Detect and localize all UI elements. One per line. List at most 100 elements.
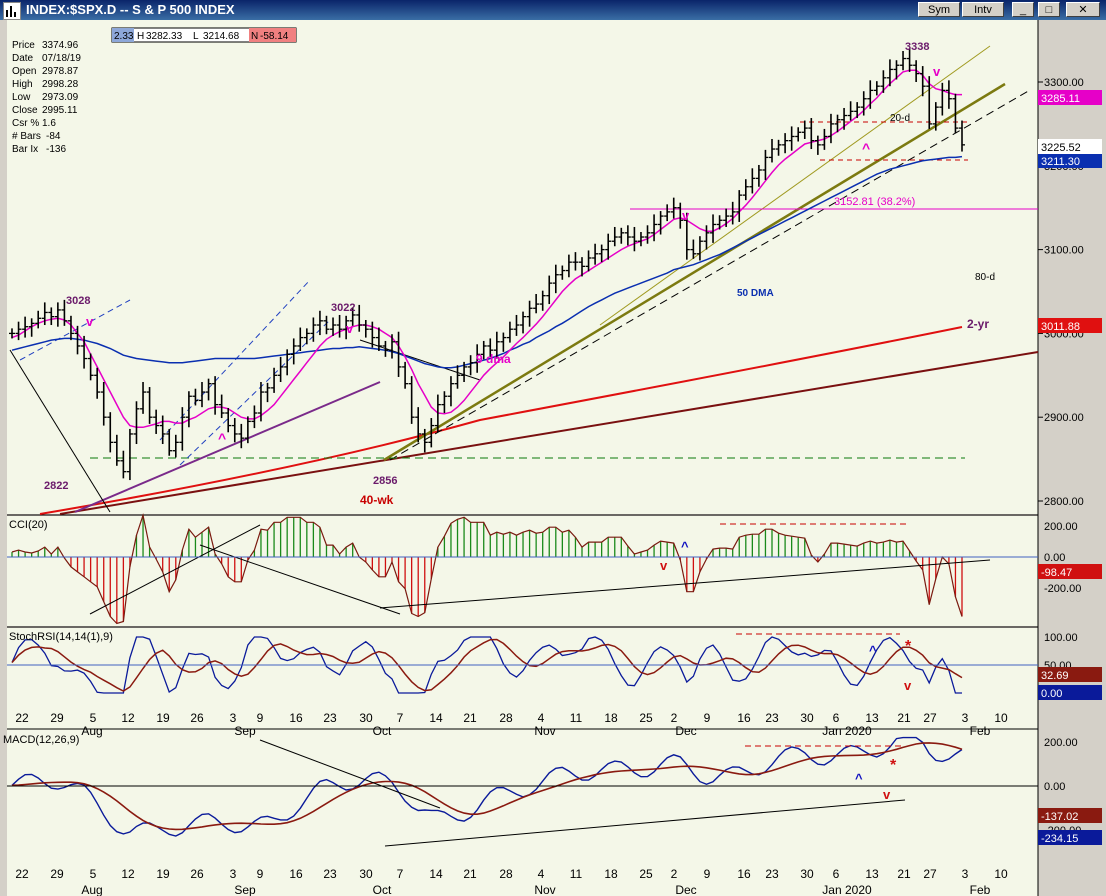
x-tick-label: 14 xyxy=(429,867,443,881)
ohlc-bar xyxy=(821,128,828,150)
y-tick-label: 2800.00 xyxy=(1044,496,1084,508)
x-tick-label: 23 xyxy=(765,711,779,725)
price-panel-bg xyxy=(7,20,1038,514)
x-tick-label: 14 xyxy=(429,711,443,725)
cci-trendline xyxy=(89,524,261,615)
x-tick-label: 21 xyxy=(463,711,477,725)
maximize-button[interactable]: □ xyxy=(1038,2,1060,17)
ohlc-bar xyxy=(434,394,441,433)
stoch-panel-bg xyxy=(7,628,1038,708)
ohlc-bar xyxy=(212,376,219,415)
annotation-9dma: 9 dma xyxy=(476,352,511,366)
ohlc-bar xyxy=(664,204,671,222)
ohlc-bar xyxy=(225,407,232,433)
ohlc-low: 3214.68 xyxy=(203,31,240,42)
x-tick-label: 28 xyxy=(499,867,513,881)
ohlc-bar xyxy=(316,310,323,336)
month-label: Feb xyxy=(970,724,991,738)
ohlc-bar xyxy=(22,316,29,338)
stoch-marker-star: * xyxy=(905,638,912,655)
x-tick-label: 10 xyxy=(994,711,1008,725)
x-tick-label: 4 xyxy=(538,711,545,725)
ohlc-bar xyxy=(94,367,101,399)
month-label: Dec xyxy=(675,724,696,738)
ohlc-bar xyxy=(140,382,147,414)
ohlc-bar xyxy=(343,315,350,340)
ohlc-bar xyxy=(873,81,880,96)
ohlc-change: -58.14 xyxy=(260,31,289,42)
minimize-button[interactable]: _ xyxy=(1012,2,1034,17)
annotation-fib: 3152.81 (38.2%) xyxy=(834,196,915,208)
ma-2yr xyxy=(39,326,963,515)
symbol-button-label: Sym xyxy=(928,4,950,16)
x-tick-label: 16 xyxy=(737,711,751,725)
info-label: Date xyxy=(12,53,34,64)
info-label: Low xyxy=(12,92,31,103)
macd-marker-v: v xyxy=(883,787,891,802)
ohlc-bar xyxy=(762,149,769,181)
ohlc-bar xyxy=(107,412,114,453)
ohlc-bar xyxy=(644,225,651,244)
axes: 3300.003200.003100.003000.002900.002800.… xyxy=(7,77,1084,896)
ohlc-high-label: H xyxy=(137,31,144,42)
ohlc-bar xyxy=(28,318,35,337)
ohlc-bar xyxy=(61,299,68,326)
channel-line xyxy=(179,319,331,466)
macd-marker-caret: ^ xyxy=(855,771,863,786)
ohlc-bar xyxy=(565,254,572,278)
ohlc-bar xyxy=(382,340,389,357)
ohlc-bar xyxy=(487,338,494,357)
ohlc-bar xyxy=(146,387,153,424)
ohlc-bar xyxy=(244,416,251,444)
chart-canvas[interactable]: 3300.003200.003100.003000.002900.002800.… xyxy=(0,20,1106,896)
ohlc-bar xyxy=(474,344,481,373)
ohlc-bar xyxy=(710,214,717,243)
x-tick-label: 3 xyxy=(230,867,237,881)
ohlc-bar xyxy=(808,118,815,150)
ohlc-bar xyxy=(356,304,363,332)
info-label: Open xyxy=(12,66,36,77)
month-label: Sep xyxy=(234,724,256,738)
x-tick-label: 16 xyxy=(289,711,303,725)
ohlc-bar xyxy=(74,325,81,355)
ohlc-change-label: N xyxy=(251,31,258,42)
ohlc-bar xyxy=(932,102,939,131)
ohlc-bar xyxy=(199,382,205,408)
ohlc-bar xyxy=(100,382,107,426)
x-tick-label: 30 xyxy=(800,711,814,725)
x-tick-label: 12 xyxy=(121,867,135,881)
interval-button[interactable]: Intv xyxy=(962,2,1004,17)
ohlc-low-label: L xyxy=(193,31,199,42)
cci-marker-caret: ^ xyxy=(681,539,689,554)
symbol-button[interactable]: Sym xyxy=(918,2,960,17)
ohlc-bar xyxy=(520,311,527,334)
x-tick-label: 6 xyxy=(833,711,840,725)
maximize-icon: □ xyxy=(1045,4,1053,16)
close-button[interactable]: ✕ xyxy=(1066,2,1100,17)
channel-line xyxy=(159,279,311,441)
ohlc-bar xyxy=(631,226,638,252)
ohlc-open: 2.33 xyxy=(114,31,134,42)
ohlc-bar xyxy=(493,331,500,359)
x-tick-label: 3 xyxy=(962,711,969,725)
x-tick-label: 5 xyxy=(90,867,97,881)
x-tick-label: 9 xyxy=(704,711,711,725)
ohlc-bar xyxy=(690,239,697,259)
macd-trendline xyxy=(259,739,441,809)
x-tick-label: 28 xyxy=(499,711,513,725)
x-tick-label: 10 xyxy=(994,867,1008,881)
x-tick-label: 25 xyxy=(639,711,653,725)
ohlc-bar xyxy=(585,250,592,272)
x-tick-label: 13 xyxy=(865,867,879,881)
ohlc-bar xyxy=(860,91,867,116)
ohlc-bar xyxy=(231,418,238,443)
ohlc-bar xyxy=(952,93,959,134)
ohlc-bar xyxy=(886,59,893,87)
x-tick-label: 23 xyxy=(323,711,337,725)
x-tick-label: 11 xyxy=(570,867,583,881)
ohlc-bar xyxy=(369,321,376,348)
price-bars xyxy=(9,48,965,481)
xaxis-band-lower xyxy=(7,878,1038,896)
x-tick-label: 16 xyxy=(289,867,303,881)
